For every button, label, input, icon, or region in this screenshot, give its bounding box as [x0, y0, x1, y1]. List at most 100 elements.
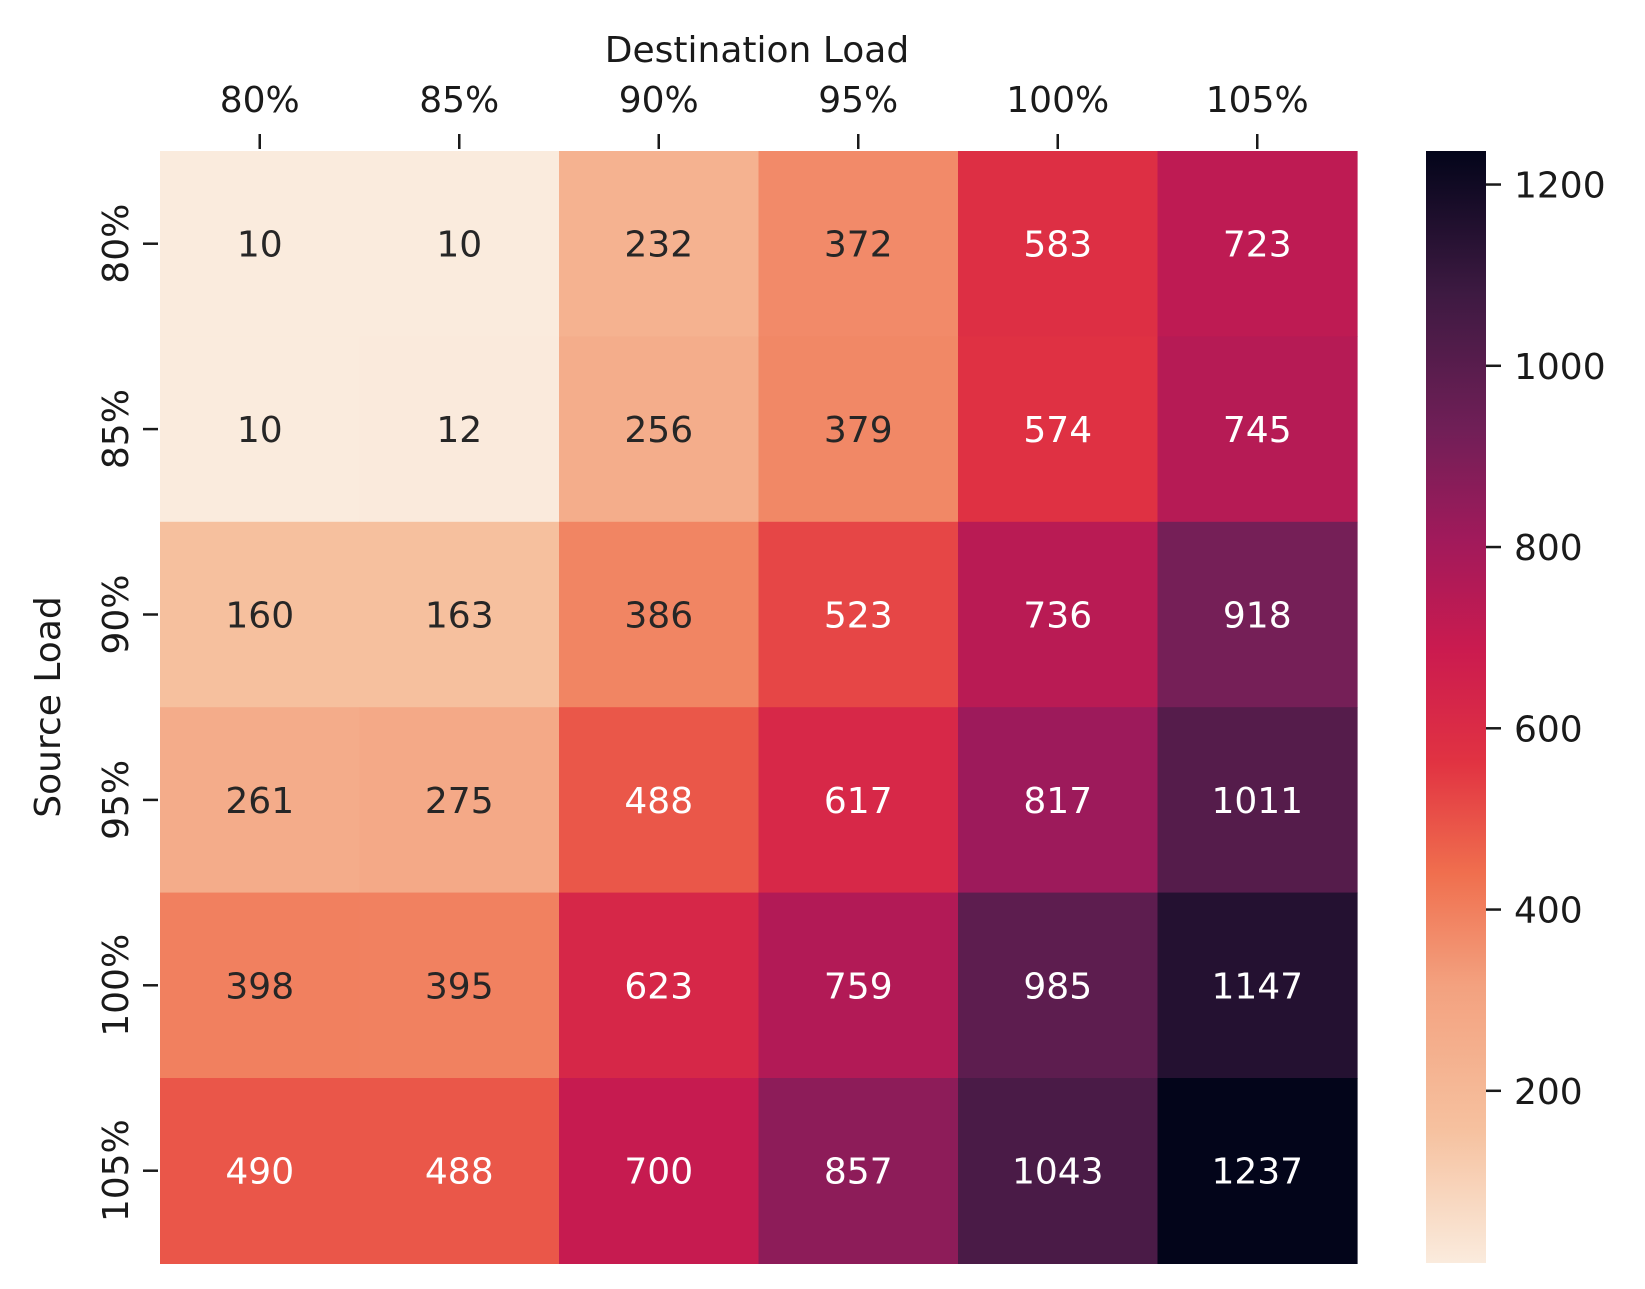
- cell-value-label: 745: [1223, 410, 1292, 451]
- cell-value-label: 918: [1223, 596, 1292, 637]
- y-axis-ticks: 80% 85% 90% 95% 100% 105%: [96, 204, 158, 1222]
- heatmap-cell: [160, 151, 361, 337]
- y-tick-label: 95%: [96, 760, 137, 840]
- cell-value-label: 398: [225, 966, 294, 1007]
- x-axis-ticks: 80% 85% 90% 95% 100% 105%: [220, 80, 1309, 149]
- cell-value-label: 488: [624, 781, 693, 822]
- colorbar-tick-label: 400: [1514, 891, 1583, 932]
- x-tick-label: 80%: [220, 80, 300, 121]
- heatmap-cell: [958, 1078, 1159, 1264]
- colorbar-tick-label: 600: [1514, 709, 1583, 750]
- heatmap-cell: [958, 521, 1159, 708]
- cell-value-label: 857: [824, 1152, 893, 1193]
- heatmap-cell: [559, 707, 760, 894]
- y-axis-title: Source Load: [28, 596, 69, 817]
- heatmap-cell: [758, 707, 959, 894]
- heatmap-cell: [160, 336, 361, 523]
- cell-value-label: 623: [624, 966, 693, 1007]
- heatmap-cell: [359, 336, 560, 523]
- cell-value-label: 256: [624, 410, 693, 451]
- cell-value-label: 736: [1023, 596, 1092, 637]
- heatmap-cell: [1157, 707, 1358, 894]
- x-tick-label: 105%: [1206, 80, 1309, 121]
- cell-value-label: 1147: [1211, 966, 1303, 1007]
- cell-value-label: 379: [824, 410, 893, 451]
- cell-value-label: 490: [225, 1152, 294, 1193]
- cell-value-label: 700: [624, 1152, 693, 1193]
- heatmap-cell: [559, 521, 760, 708]
- heatmap-cell: [758, 521, 959, 708]
- colorbar-tick-label: 800: [1514, 528, 1583, 569]
- cell-value-label: 574: [1023, 410, 1092, 451]
- cell-value-label: 759: [824, 966, 893, 1007]
- heatmap-cell: [559, 892, 760, 1079]
- cell-value-label: 723: [1223, 225, 1292, 266]
- y-tick-label: 80%: [96, 204, 137, 284]
- x-tick-label: 90%: [619, 80, 699, 121]
- cell-value-label: 488: [425, 1152, 494, 1193]
- heatmap-cell: [359, 707, 560, 894]
- heatmap-cell: [559, 336, 760, 523]
- cell-value-label: 261: [225, 781, 294, 822]
- cell-value-label: 386: [624, 596, 693, 637]
- heatmap-cell: [958, 707, 1159, 894]
- heatmap-cell: [559, 1078, 760, 1264]
- heatmap-cell: [160, 707, 361, 894]
- heatmap-cell: [958, 336, 1159, 523]
- colorbar-ticks: 200 400 600 800 1000 1200: [1486, 166, 1606, 1113]
- heatmap-cell: [1157, 151, 1358, 337]
- cell-value-label: 1043: [1012, 1152, 1104, 1193]
- x-axis-title: Destination Load: [605, 30, 909, 71]
- heatmap-cell: [359, 151, 560, 337]
- heatmap-cell: [1157, 336, 1358, 523]
- colorbar-tick-label: 1200: [1514, 166, 1606, 207]
- cell-value-label: 583: [1023, 225, 1092, 266]
- heatmap-cell: [758, 1078, 959, 1264]
- cell-value-label: 160: [225, 596, 294, 637]
- heatmap-cell: [160, 521, 361, 708]
- heatmap-cell: [758, 151, 959, 337]
- heatmap-cell: [559, 151, 760, 337]
- heatmap-cell: [359, 521, 560, 708]
- heatmap-cell: [359, 1078, 560, 1264]
- cell-value-label: 1011: [1211, 781, 1303, 822]
- cell-value-labels: 10 10 232 372 583 723 10 12 256 379 574 745 160 163 38…: [225, 225, 1303, 1193]
- x-tick-label: 95%: [818, 80, 898, 121]
- cell-value-label: 12: [436, 410, 482, 451]
- x-tick-label: 85%: [419, 80, 499, 121]
- y-tick-label: 90%: [96, 574, 137, 654]
- cell-value-label: 10: [237, 225, 283, 266]
- colorbar-tick-label: 200: [1514, 1072, 1583, 1113]
- cell-value-label: 523: [824, 596, 893, 637]
- cell-value-label: 395: [425, 966, 494, 1007]
- x-tick-label: 100%: [1006, 80, 1109, 121]
- heatmap-cell: [1157, 892, 1358, 1079]
- cell-value-label: 10: [237, 410, 283, 451]
- colorbar-tick-label: 1000: [1514, 347, 1606, 388]
- cell-value-label: 817: [1023, 781, 1092, 822]
- heatmap-cell: [160, 1078, 361, 1264]
- y-tick-label: 100%: [96, 934, 137, 1037]
- heatmap-cells: [160, 151, 1358, 1264]
- cell-value-label: 232: [624, 225, 693, 266]
- cell-value-label: 372: [824, 225, 893, 266]
- heatmap-cell: [1157, 521, 1358, 708]
- heatmap-cell: [160, 892, 361, 1079]
- cell-value-label: 275: [425, 781, 494, 822]
- heatmap-cell: [758, 336, 959, 523]
- cell-value-label: 985: [1023, 966, 1092, 1007]
- colorbar: 200 400 600 800 1000 1200: [1426, 151, 1606, 1263]
- heatmap-cell: [958, 892, 1159, 1079]
- y-tick-label: 105%: [96, 1119, 137, 1222]
- cell-value-label: 1237: [1211, 1152, 1303, 1193]
- cell-value-label: 617: [824, 781, 893, 822]
- y-tick-label: 85%: [96, 389, 137, 469]
- heatmap-cell: [758, 892, 959, 1079]
- colorbar-gradient: [1426, 151, 1486, 1263]
- heatmap-cell: [359, 892, 560, 1079]
- cell-value-label: 163: [425, 596, 494, 637]
- cell-value-label: 10: [436, 225, 482, 266]
- heatmap-cell: [1157, 1078, 1358, 1264]
- heatmap-cell: [958, 151, 1159, 337]
